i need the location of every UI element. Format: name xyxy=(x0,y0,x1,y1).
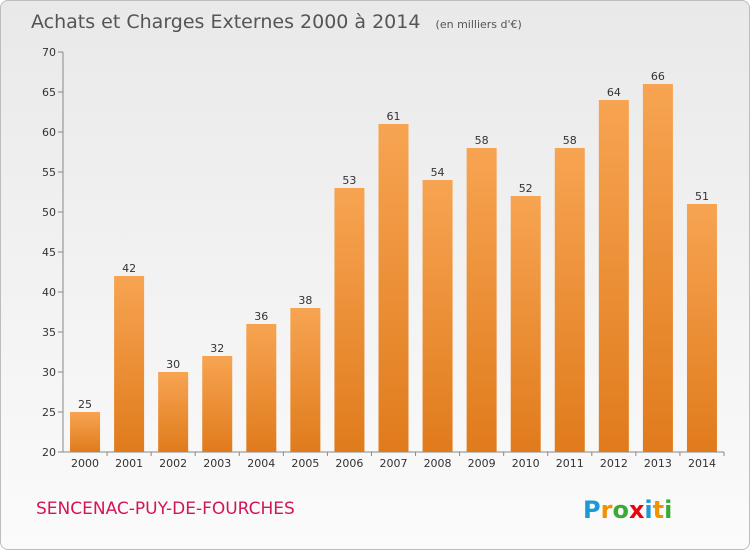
data-label: 58 xyxy=(475,134,489,147)
bar xyxy=(598,100,629,452)
data-label: 36 xyxy=(254,310,268,323)
bar xyxy=(466,148,497,452)
x-tick-label: 2009 xyxy=(468,457,496,470)
y-tick-label: 50 xyxy=(42,206,56,219)
bar xyxy=(378,124,409,452)
chart-title-main: Achats et Charges Externes 2000 à 2014 xyxy=(31,11,420,33)
bar xyxy=(114,276,145,452)
logo-letter: x xyxy=(629,496,645,524)
bar xyxy=(422,180,453,452)
bar xyxy=(334,188,365,452)
y-tick-label: 40 xyxy=(42,286,56,299)
y-tick-label: 65 xyxy=(42,86,56,99)
data-label: 64 xyxy=(607,86,621,99)
x-tick-label: 2005 xyxy=(291,457,319,470)
y-tick-label: 55 xyxy=(42,166,56,179)
x-tick-label: 2006 xyxy=(335,457,363,470)
logo-letter: P xyxy=(583,496,601,524)
bar xyxy=(246,324,277,452)
bar xyxy=(642,84,673,452)
data-label: 53 xyxy=(342,174,356,187)
bar xyxy=(158,372,189,452)
proxiti-logo: Proxiti xyxy=(583,496,672,524)
bar xyxy=(554,148,585,452)
x-tick-label: 2014 xyxy=(688,457,716,470)
y-tick-label: 20 xyxy=(42,446,56,459)
data-label: 30 xyxy=(166,358,180,371)
x-tick-label: 2003 xyxy=(203,457,231,470)
data-label: 32 xyxy=(210,342,224,355)
y-tick-label: 45 xyxy=(42,246,56,259)
bar xyxy=(70,412,101,452)
bar xyxy=(686,204,717,452)
x-tick-label: 2012 xyxy=(600,457,628,470)
data-label: 52 xyxy=(519,182,533,195)
place-name: SENCENAC-PUY-DE-FOURCHES xyxy=(36,499,295,519)
logo-letter: t xyxy=(653,496,664,524)
data-label: 51 xyxy=(695,190,709,203)
logo-letter: r xyxy=(601,496,613,524)
bar xyxy=(290,308,321,452)
y-tick-label: 70 xyxy=(42,46,56,59)
logo-letter: i xyxy=(644,496,652,524)
data-label: 25 xyxy=(78,398,92,411)
y-tick-label: 35 xyxy=(42,326,56,339)
x-tick-label: 2000 xyxy=(71,457,99,470)
x-tick-label: 2002 xyxy=(159,457,187,470)
y-tick-label: 60 xyxy=(42,126,56,139)
x-tick-label: 2007 xyxy=(380,457,408,470)
data-label: 61 xyxy=(387,110,401,123)
data-label: 58 xyxy=(563,134,577,147)
x-tick-label: 2008 xyxy=(424,457,452,470)
x-tick-label: 2013 xyxy=(644,457,672,470)
chart-title-unit: (en milliers d'€) xyxy=(436,18,522,31)
y-tick-label: 25 xyxy=(42,406,56,419)
logo-letter: i xyxy=(664,496,672,524)
x-tick-label: 2010 xyxy=(512,457,540,470)
data-label: 54 xyxy=(431,166,445,179)
data-label: 42 xyxy=(122,262,136,275)
y-tick-label: 30 xyxy=(42,366,56,379)
x-tick-label: 2004 xyxy=(247,457,275,470)
x-tick-label: 2001 xyxy=(115,457,143,470)
bar xyxy=(202,356,233,452)
data-label: 38 xyxy=(298,294,312,307)
plot-area: 20 25 30 35 40 45 50 55 60 65 70 25 2000 42 2001 30 2002… xyxy=(42,46,725,470)
x-tick-label: 2011 xyxy=(556,457,584,470)
data-label: 66 xyxy=(651,70,665,83)
logo-letter: o xyxy=(612,496,629,524)
chart-title: Achats et Charges Externes 2000 à 2014 (… xyxy=(31,11,522,33)
bar xyxy=(510,196,541,452)
